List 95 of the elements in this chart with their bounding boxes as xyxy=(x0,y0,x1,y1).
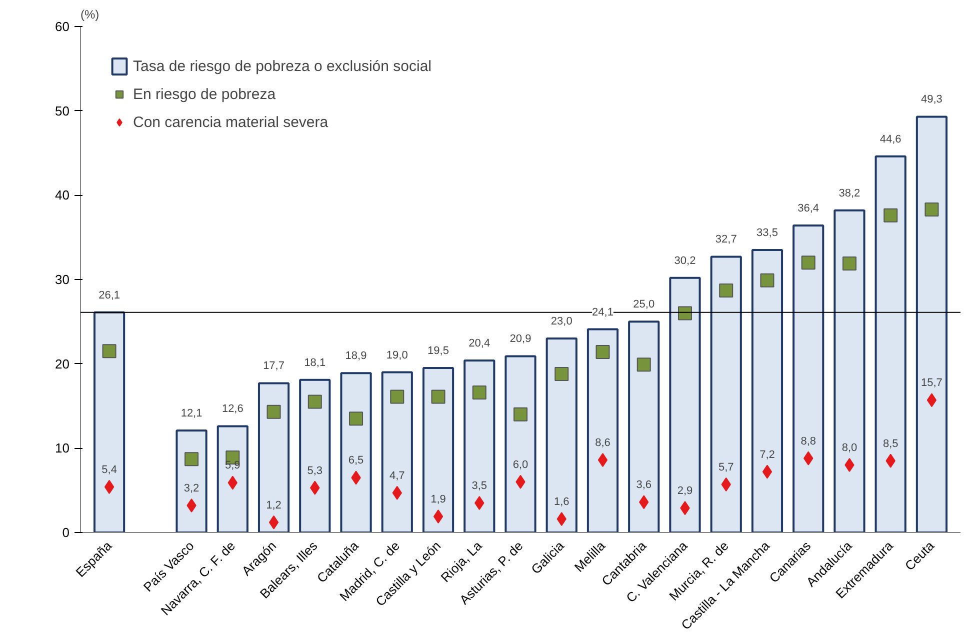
point xyxy=(514,407,528,422)
point xyxy=(308,394,322,409)
bar xyxy=(874,155,906,532)
data-label: 5,7 xyxy=(718,461,734,474)
bar xyxy=(422,367,454,532)
bar xyxy=(710,256,742,532)
y-tick-label: 50 xyxy=(55,103,70,118)
data-label: 1,6 xyxy=(554,496,570,508)
point xyxy=(596,345,610,360)
data-label: 20,4 xyxy=(468,337,490,350)
bar xyxy=(751,248,784,532)
bar xyxy=(628,320,660,532)
point xyxy=(924,202,939,217)
bar xyxy=(464,359,496,532)
y-tick-label: 40 xyxy=(55,188,70,203)
point xyxy=(268,515,279,530)
data-label: 44,6 xyxy=(880,133,902,146)
y-tick-label: 10 xyxy=(55,440,70,456)
point xyxy=(349,412,364,426)
data-label: 12,6 xyxy=(222,403,244,416)
data-label: 7,2 xyxy=(760,448,775,461)
data-label: 20,9 xyxy=(510,333,532,346)
point xyxy=(554,366,569,381)
data-label: 25,0 xyxy=(633,298,655,311)
point xyxy=(598,452,608,467)
data-label: 6,5 xyxy=(348,454,364,467)
bar xyxy=(381,371,413,532)
data-label: 8,8 xyxy=(800,435,816,448)
y-tick-label: 0 xyxy=(62,525,70,540)
data-label: 23,0 xyxy=(550,316,572,328)
data-label: 17,7 xyxy=(263,360,284,372)
data-label: 5,3 xyxy=(307,464,323,477)
point xyxy=(678,306,692,320)
point xyxy=(390,390,404,404)
legend-label: Con carencia material severa xyxy=(133,114,328,130)
bar xyxy=(504,355,536,532)
point xyxy=(472,386,486,400)
y-tick-label: 30 xyxy=(55,272,70,287)
point xyxy=(102,344,116,358)
bar xyxy=(586,328,619,532)
y-tick-label: 20 xyxy=(55,356,70,372)
bar xyxy=(834,209,866,532)
bar xyxy=(176,429,208,532)
point xyxy=(266,404,281,419)
data-label: 18,1 xyxy=(304,356,326,369)
data-label: 49,3 xyxy=(921,94,942,106)
data-label: 1,9 xyxy=(430,493,446,506)
data-label: 5,4 xyxy=(102,464,117,476)
data-label: 18,9 xyxy=(345,350,367,362)
data-label: 8,6 xyxy=(595,436,610,449)
y-axis-title: (%) xyxy=(80,8,100,22)
data-label: 19,5 xyxy=(428,345,449,358)
point xyxy=(801,256,816,270)
data-label: 3,5 xyxy=(472,480,488,492)
data-label: 1,2 xyxy=(266,499,282,512)
bar xyxy=(916,116,948,532)
data-label: 3,2 xyxy=(184,482,200,495)
data-label: 30,2 xyxy=(674,254,696,267)
point xyxy=(719,283,734,298)
point xyxy=(636,358,651,372)
data-label: 32,7 xyxy=(715,234,737,246)
bar xyxy=(669,276,701,532)
bar xyxy=(216,425,248,532)
bar xyxy=(792,224,824,532)
data-label: 8,5 xyxy=(882,438,898,450)
data-label: 4,7 xyxy=(389,470,405,482)
point xyxy=(884,208,898,222)
point xyxy=(762,464,772,479)
point xyxy=(926,393,937,408)
data-label: 38,2 xyxy=(838,187,860,200)
bar xyxy=(546,338,578,532)
data-label: 6,0 xyxy=(512,458,528,471)
data-label: 33,5 xyxy=(756,226,778,239)
data-label: 12,1 xyxy=(180,407,202,420)
point xyxy=(760,273,774,288)
bar xyxy=(340,372,372,532)
point xyxy=(431,390,446,404)
data-label: 36,4 xyxy=(798,202,820,215)
legend-label: En riesgo de pobreza xyxy=(133,86,276,102)
data-label: 24,1 xyxy=(592,306,614,318)
bar xyxy=(93,311,126,532)
point xyxy=(842,256,856,270)
data-label: 15,7 xyxy=(921,377,942,390)
data-label: 19,0 xyxy=(386,349,408,362)
bar xyxy=(258,382,290,532)
data-label: 3,6 xyxy=(636,479,652,492)
legend-label: Tasa de riesgo de pobreza o exclusión social xyxy=(133,58,432,74)
data-label: 26,1 xyxy=(98,289,120,302)
y-tick-label: 60 xyxy=(55,19,70,34)
data-label: 2,9 xyxy=(677,485,693,498)
point xyxy=(433,509,444,524)
point xyxy=(184,452,199,466)
bar xyxy=(299,378,331,532)
point xyxy=(104,480,114,494)
data-label: 8,0 xyxy=(842,442,858,454)
